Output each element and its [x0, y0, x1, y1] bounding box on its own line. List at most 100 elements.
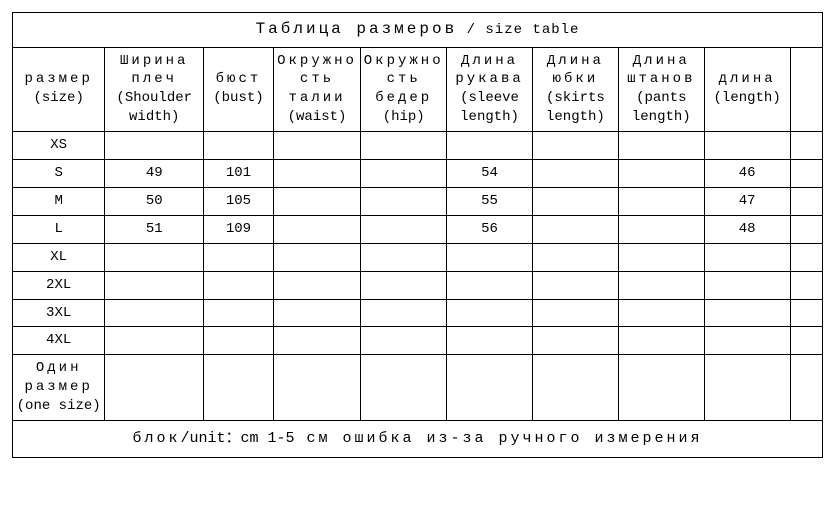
- data-cell: [361, 132, 447, 160]
- col-skirt: Длина юбки (skirts length): [532, 47, 618, 132]
- data-cell: 105: [204, 187, 274, 215]
- data-cell: [273, 299, 360, 327]
- col-shoulder: Ширина плеч (Shoulder width): [105, 47, 204, 132]
- col-spacer: [790, 47, 822, 132]
- data-cell: [704, 132, 790, 160]
- data-cell: [618, 299, 704, 327]
- col-skirt-ru: Длина юбки: [535, 52, 616, 90]
- cell-spacer: [790, 355, 822, 421]
- data-cell: [618, 271, 704, 299]
- footer-row: блок/unit：cm 1-5 см ошибка из-за ручного…: [13, 420, 823, 457]
- col-shoulder-ru: Ширина плеч: [107, 52, 201, 90]
- data-cell: [532, 243, 618, 271]
- data-cell: [361, 327, 447, 355]
- table-row: M501055547: [13, 187, 823, 215]
- data-cell: 55: [447, 187, 533, 215]
- cell-spacer: [790, 327, 822, 355]
- onesize-row: Один размер (one size): [13, 355, 823, 421]
- col-bust-ru: бюст: [206, 70, 271, 89]
- col-pants-en: (pants length): [621, 89, 702, 127]
- cell-spacer: [790, 299, 822, 327]
- title-en: size table: [485, 22, 579, 38]
- cell-empty: [273, 355, 360, 421]
- col-size: размер (size): [13, 47, 105, 132]
- onesize-ru: Один размер: [24, 360, 92, 395]
- size-table: Таблица размеров / size table размер (si…: [12, 12, 823, 458]
- data-cell: [618, 187, 704, 215]
- table-row: S491015446: [13, 160, 823, 188]
- col-length-ru: длина: [707, 70, 788, 89]
- col-shoulder-en: (Shoulder width): [107, 89, 201, 127]
- col-waist: Окружность талии (waist): [273, 47, 360, 132]
- cell-spacer: [790, 215, 822, 243]
- data-cell: [273, 160, 360, 188]
- data-cell: [204, 327, 274, 355]
- size-cell: L: [13, 215, 105, 243]
- data-cell: [204, 299, 274, 327]
- data-cell: [105, 327, 204, 355]
- title-row: Таблица размеров / size table: [13, 13, 823, 48]
- data-cell: [704, 327, 790, 355]
- data-cell: [532, 187, 618, 215]
- size-cell: XS: [13, 132, 105, 160]
- table-row: XL: [13, 243, 823, 271]
- data-cell: [204, 271, 274, 299]
- footer-rest: см ошибка из-за ручного измерения: [307, 430, 703, 447]
- table-row: 3XL: [13, 299, 823, 327]
- col-hip: Окружность бедер (hip): [361, 47, 447, 132]
- size-cell: M: [13, 187, 105, 215]
- data-cell: 49: [105, 160, 204, 188]
- col-length-en: (length): [707, 89, 788, 108]
- cell-spacer: [790, 132, 822, 160]
- data-cell: 54: [447, 160, 533, 188]
- footer-unit: /unit：cm 1-5: [180, 430, 294, 447]
- col-waist-en: (waist): [276, 108, 358, 127]
- data-cell: [273, 243, 360, 271]
- data-cell: [361, 160, 447, 188]
- cell-empty: [618, 355, 704, 421]
- cell-spacer: [790, 160, 822, 188]
- cell-spacer: [790, 271, 822, 299]
- size-cell: XL: [13, 243, 105, 271]
- data-cell: [618, 327, 704, 355]
- data-cell: [361, 215, 447, 243]
- data-cell: [361, 299, 447, 327]
- data-cell: [618, 243, 704, 271]
- cell-spacer: [790, 243, 822, 271]
- data-cell: [273, 187, 360, 215]
- cell-empty: [105, 355, 204, 421]
- data-cell: [447, 299, 533, 327]
- data-cell: [447, 243, 533, 271]
- data-cell: 56: [447, 215, 533, 243]
- col-sleeve-ru: Длина рукава: [449, 52, 530, 90]
- size-cell: S: [13, 160, 105, 188]
- size-cell: 4XL: [13, 327, 105, 355]
- col-bust-en: (bust): [206, 89, 271, 108]
- data-cell: 101: [204, 160, 274, 188]
- col-pants: Длина штанов (pants length): [618, 47, 704, 132]
- data-cell: [704, 243, 790, 271]
- col-size-ru: размер: [15, 70, 102, 89]
- cell-empty: [447, 355, 533, 421]
- col-sleeve: Длина рукава (sleeve length): [447, 47, 533, 132]
- data-cell: [361, 271, 447, 299]
- data-cell: [361, 187, 447, 215]
- onesize-en: (one size): [17, 398, 101, 414]
- col-bust: бюст (bust): [204, 47, 274, 132]
- data-cell: [618, 132, 704, 160]
- data-cell: [273, 327, 360, 355]
- data-cell: [704, 271, 790, 299]
- col-sleeve-en: (sleeve length): [449, 89, 530, 127]
- table-row: XS: [13, 132, 823, 160]
- cell-empty: [361, 355, 447, 421]
- data-cell: 109: [204, 215, 274, 243]
- col-size-en: (size): [15, 89, 102, 108]
- data-cell: [273, 215, 360, 243]
- data-cell: [532, 215, 618, 243]
- data-cell: 50: [105, 187, 204, 215]
- data-cell: [532, 327, 618, 355]
- data-cell: [618, 160, 704, 188]
- data-cell: [618, 215, 704, 243]
- table-row: 4XL: [13, 327, 823, 355]
- col-waist-ru: Окружность талии: [276, 52, 358, 109]
